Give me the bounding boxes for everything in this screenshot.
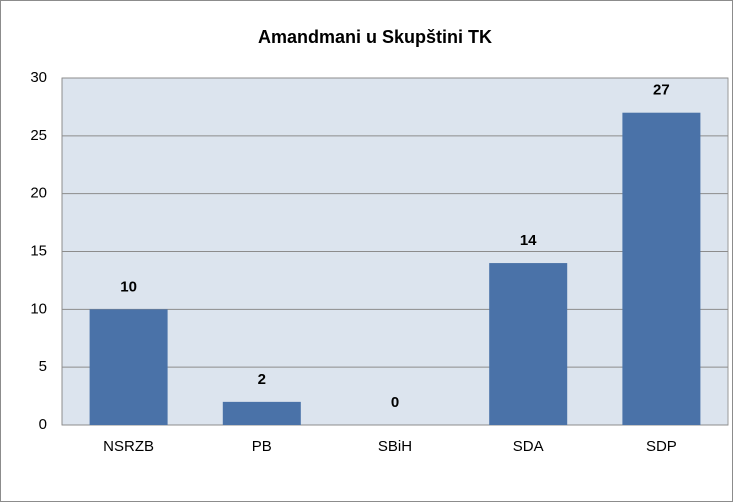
x-tick-label: SDA xyxy=(513,438,544,455)
data-label: 10 xyxy=(120,278,137,295)
y-tick-label: 0 xyxy=(39,416,47,433)
bar xyxy=(489,263,568,425)
y-tick-label: 20 xyxy=(30,185,47,202)
data-label: 27 xyxy=(653,82,670,99)
y-tick-label: 10 xyxy=(30,300,47,317)
x-tick-label: SBiH xyxy=(378,438,412,455)
y-tick-label: 25 xyxy=(30,127,47,144)
data-label: 14 xyxy=(520,232,537,249)
x-tick-label: PB xyxy=(252,438,272,455)
chart-title: Amandmani u Skupštini TK xyxy=(258,27,492,47)
y-tick-label: 15 xyxy=(30,242,47,259)
y-tick-label: 5 xyxy=(39,358,47,375)
y-tick-label: 30 xyxy=(30,69,47,86)
data-label: 2 xyxy=(258,371,266,388)
bar xyxy=(222,401,301,425)
x-tick-label: NSRZB xyxy=(103,438,154,455)
x-tick-label: SDP xyxy=(646,438,677,455)
bar xyxy=(89,309,168,425)
data-label: 0 xyxy=(391,394,399,411)
bar xyxy=(622,112,701,425)
